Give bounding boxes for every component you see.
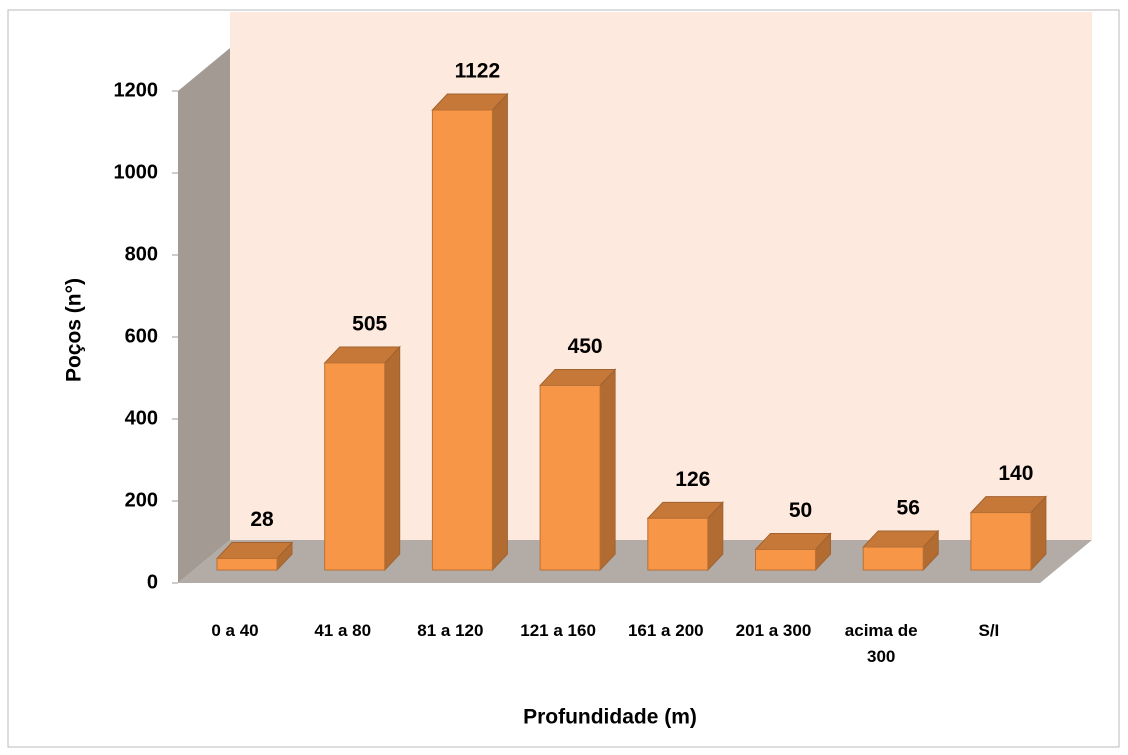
y-tick-label: 600 [125, 325, 158, 347]
x-tick-label: 41 a 80 [314, 621, 372, 640]
x-tick-label: 81 a 120 [417, 621, 484, 640]
side-wall [178, 48, 230, 583]
value-label: 126 [675, 468, 710, 491]
value-label: 56 [897, 497, 920, 520]
bar [431, 109, 493, 571]
x-tick-label: 161 a 200 [627, 621, 704, 640]
value-label: 50 [789, 499, 812, 522]
bar [216, 558, 278, 571]
y-tick-label: 400 [125, 407, 158, 429]
y-tick-label: 1200 [114, 79, 159, 101]
x-tick-label: 0 a 40 [211, 621, 259, 640]
bar-side [599, 368, 616, 572]
bar [970, 512, 1032, 571]
value-label: 140 [998, 462, 1033, 485]
bar-side [384, 345, 401, 572]
x-tick-label: S/I [978, 621, 1000, 640]
x-tick-label: acima de 300 [844, 621, 918, 666]
y-tick-label: 0 [147, 571, 158, 593]
value-label: 505 [352, 312, 387, 335]
bar [862, 546, 924, 571]
bar [647, 517, 709, 571]
x-tick-label: 121 a 160 [520, 621, 596, 640]
floor [178, 540, 1092, 583]
bar [755, 549, 816, 571]
value-label: 450 [568, 335, 603, 358]
value-label: 28 [250, 508, 274, 531]
y-axis-label: Poços (n°) [63, 278, 86, 382]
y-tick-label: 1000 [114, 161, 159, 183]
y-tick-label: 800 [125, 243, 158, 265]
bar-side [491, 92, 508, 572]
value-label: 1122 [455, 60, 501, 83]
bar [539, 385, 601, 571]
x-axis-label: Profundidade (m) [523, 706, 697, 729]
x-tick-label: 201 a 300 [735, 621, 812, 640]
y-tick-label: 200 [125, 489, 158, 511]
bar [324, 362, 386, 571]
